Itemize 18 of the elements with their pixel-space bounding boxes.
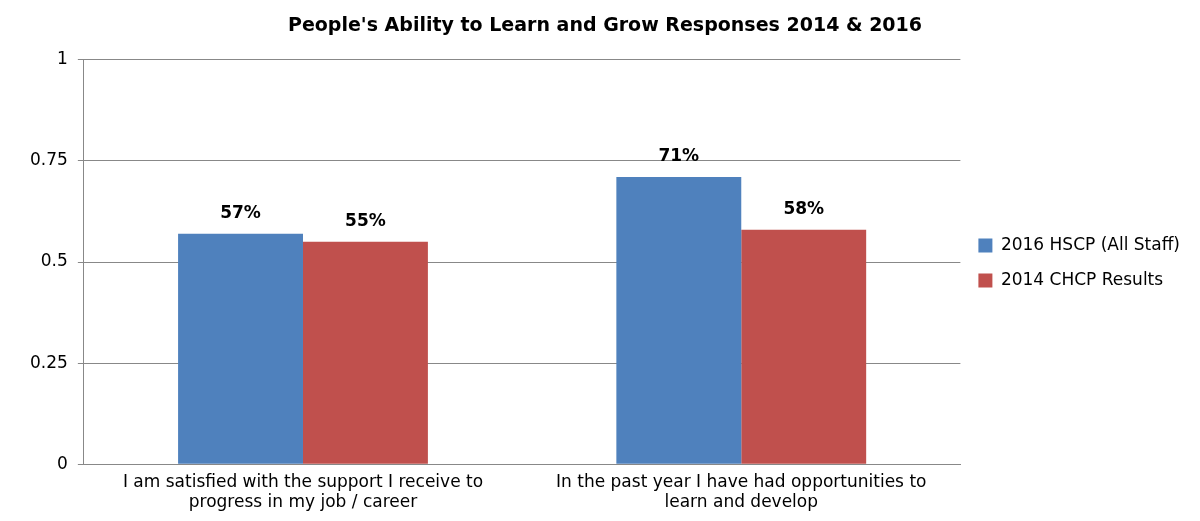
data-label: 55%: [345, 209, 386, 230]
x-tick-label: In the past year I have had opportunities to learn and develop: [556, 470, 927, 512]
y-tick-label: 0: [57, 452, 68, 473]
data-label: 71%: [658, 145, 700, 165]
bar: [302, 241, 428, 464]
y-tick-label: 0.25: [29, 351, 68, 372]
legend-label: 2014 CHCP Results: [1000, 268, 1164, 289]
bar: [178, 233, 303, 464]
chart-title: People's Ability to Learn and Grow Responses 2014 & 2016: [287, 13, 923, 36]
y-tick-label: 0.75: [29, 149, 68, 170]
y-tick-label: 1: [57, 48, 68, 69]
legend-label: 2016 HSCP (All Staff): [1000, 233, 1181, 254]
data-label: 58%: [783, 197, 825, 218]
y-tick-label: 0.5: [40, 250, 68, 271]
x-tick-label: I am satisfied with the support I receive to progress in my job / career: [122, 470, 484, 512]
data-label: 57%: [220, 201, 261, 222]
bar: [616, 177, 742, 464]
bar: [741, 229, 867, 464]
